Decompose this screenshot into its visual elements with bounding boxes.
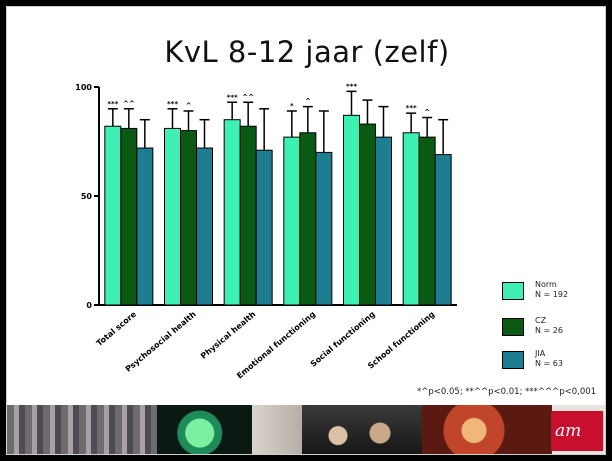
significance-marker: *** bbox=[346, 82, 357, 90]
photo-banner: am bbox=[7, 405, 605, 454]
legend-count-cz: N = 26 bbox=[535, 326, 563, 335]
brain-scan-photo bbox=[157, 405, 252, 454]
x-tick-label: Total score bbox=[95, 309, 139, 348]
significance-marker: * bbox=[290, 102, 294, 110]
bar-cz bbox=[299, 132, 317, 306]
significance-marker: *** bbox=[406, 104, 417, 112]
bar-jia bbox=[434, 154, 452, 306]
legend-label-jia: JIA bbox=[535, 349, 546, 358]
bar-norm bbox=[343, 114, 360, 306]
bar-cz bbox=[359, 123, 376, 306]
x-tick-label: Social functioning bbox=[309, 309, 377, 368]
significance-marker: ^^ bbox=[242, 93, 254, 101]
doctor-photo bbox=[252, 405, 302, 454]
x-tick-label: School functioning bbox=[366, 309, 437, 370]
x-tick-label: Physical health bbox=[199, 309, 258, 360]
lecture-hall-photo bbox=[7, 405, 157, 454]
legend-item-norm: Norm N = 192 bbox=[502, 280, 605, 310]
significance-marker: ^^ bbox=[123, 100, 135, 108]
y-tick-label: 100 bbox=[75, 83, 92, 92]
bar-cz bbox=[180, 130, 197, 306]
legend-swatch-norm bbox=[502, 282, 524, 300]
amc-logo: am bbox=[551, 411, 603, 451]
bar-cz bbox=[418, 136, 436, 306]
significance-marker: *** bbox=[167, 100, 178, 108]
bar-jia bbox=[196, 147, 213, 306]
bar-norm bbox=[104, 125, 122, 306]
bar-cz bbox=[239, 125, 257, 306]
legend-label-norm: Norm bbox=[535, 280, 557, 289]
significance-marker: *** bbox=[107, 100, 118, 108]
legend-count-norm: N = 192 bbox=[535, 290, 569, 299]
audience-photo bbox=[302, 405, 422, 454]
significance-marker: ^ bbox=[186, 102, 192, 110]
legend-swatch-jia bbox=[502, 351, 524, 369]
legend-count-jia: N = 63 bbox=[535, 359, 563, 368]
legend-label-cz: CZ bbox=[535, 316, 547, 325]
slide: KvL 8-12 jaar (zelf) 0 50 100 *** ^^ Total sc… bbox=[6, 6, 606, 455]
y-tick-label: 0 bbox=[86, 301, 92, 310]
bar-jia bbox=[136, 147, 154, 306]
legend-swatch-cz bbox=[502, 318, 524, 336]
significance-marker: ^ bbox=[305, 98, 311, 106]
bar-norm bbox=[164, 127, 181, 306]
legend-item-jia: JIA N = 63 bbox=[502, 349, 605, 379]
bar-norm bbox=[283, 136, 301, 306]
legend-item-cz: CZ N = 26 bbox=[502, 316, 605, 346]
bar-jia bbox=[315, 151, 333, 306]
bar-norm bbox=[402, 132, 420, 306]
medical-illustration-photo bbox=[422, 405, 552, 454]
significance-footnote: *^p<0.05; **^^p<0.01; ***^^^p<0,001 bbox=[417, 387, 597, 397]
bar-jia bbox=[375, 136, 392, 306]
slide-title: KvL 8-12 jaar (zelf) bbox=[164, 35, 450, 69]
bar-norm bbox=[223, 119, 241, 306]
bar-jia bbox=[255, 149, 273, 306]
bar-cz bbox=[120, 127, 138, 306]
significance-marker: ^ bbox=[424, 109, 430, 117]
y-tick-label: 50 bbox=[81, 192, 93, 201]
logo-area: am bbox=[551, 405, 605, 454]
significance-marker: *** bbox=[227, 93, 238, 101]
